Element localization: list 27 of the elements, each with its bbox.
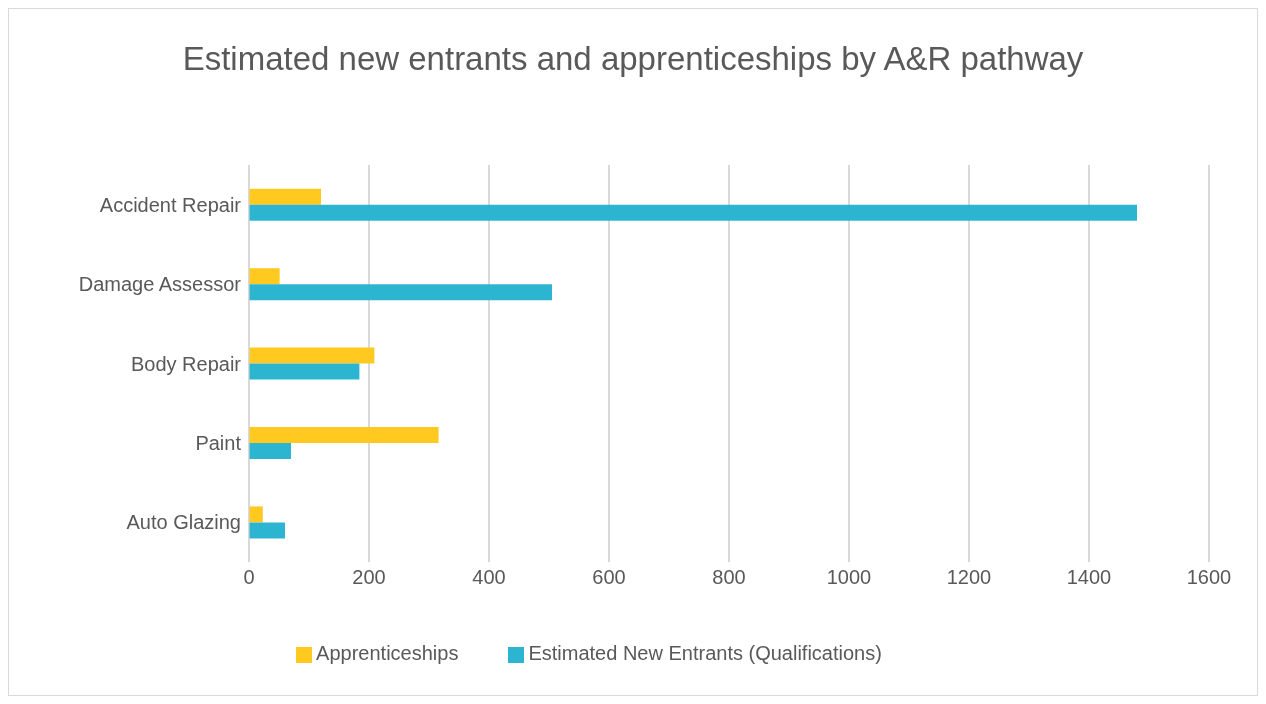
x-tick-label: 1600 — [1186, 566, 1232, 589]
x-tick-label: 1000 — [826, 566, 872, 589]
bar — [249, 427, 439, 444]
x-tick-label: 800 — [712, 566, 746, 589]
x-tick-label: 0 — [243, 566, 255, 589]
bar — [249, 443, 291, 460]
bar — [249, 188, 321, 205]
bar — [249, 522, 285, 539]
x-tick-label: 1200 — [946, 566, 992, 589]
chart-title: Estimated new entrants and apprenticeships by A&R pathway — [181, 39, 1085, 79]
y-tick-label: Body Repair — [130, 352, 242, 375]
bar — [249, 268, 280, 285]
y-tick-label: Auto Glazing — [126, 511, 241, 534]
legend-label: Apprenticeships — [316, 642, 459, 664]
x-tick-label: 200 — [352, 566, 386, 589]
x-tick-label: 1400 — [1066, 566, 1112, 589]
y-tick-label: Accident Repair — [99, 193, 242, 216]
bar — [249, 363, 360, 380]
y-tick-label: Damage Assessor — [78, 273, 242, 296]
legend-label: Estimated New Entrants (Qualifications) — [528, 642, 882, 664]
bar — [249, 204, 1137, 221]
bar — [249, 506, 263, 523]
x-tick-label: 400 — [472, 566, 506, 589]
x-tick-label: 600 — [592, 566, 626, 589]
y-tick-label: Paint — [195, 432, 242, 454]
bar — [249, 284, 552, 301]
bar — [249, 347, 375, 364]
